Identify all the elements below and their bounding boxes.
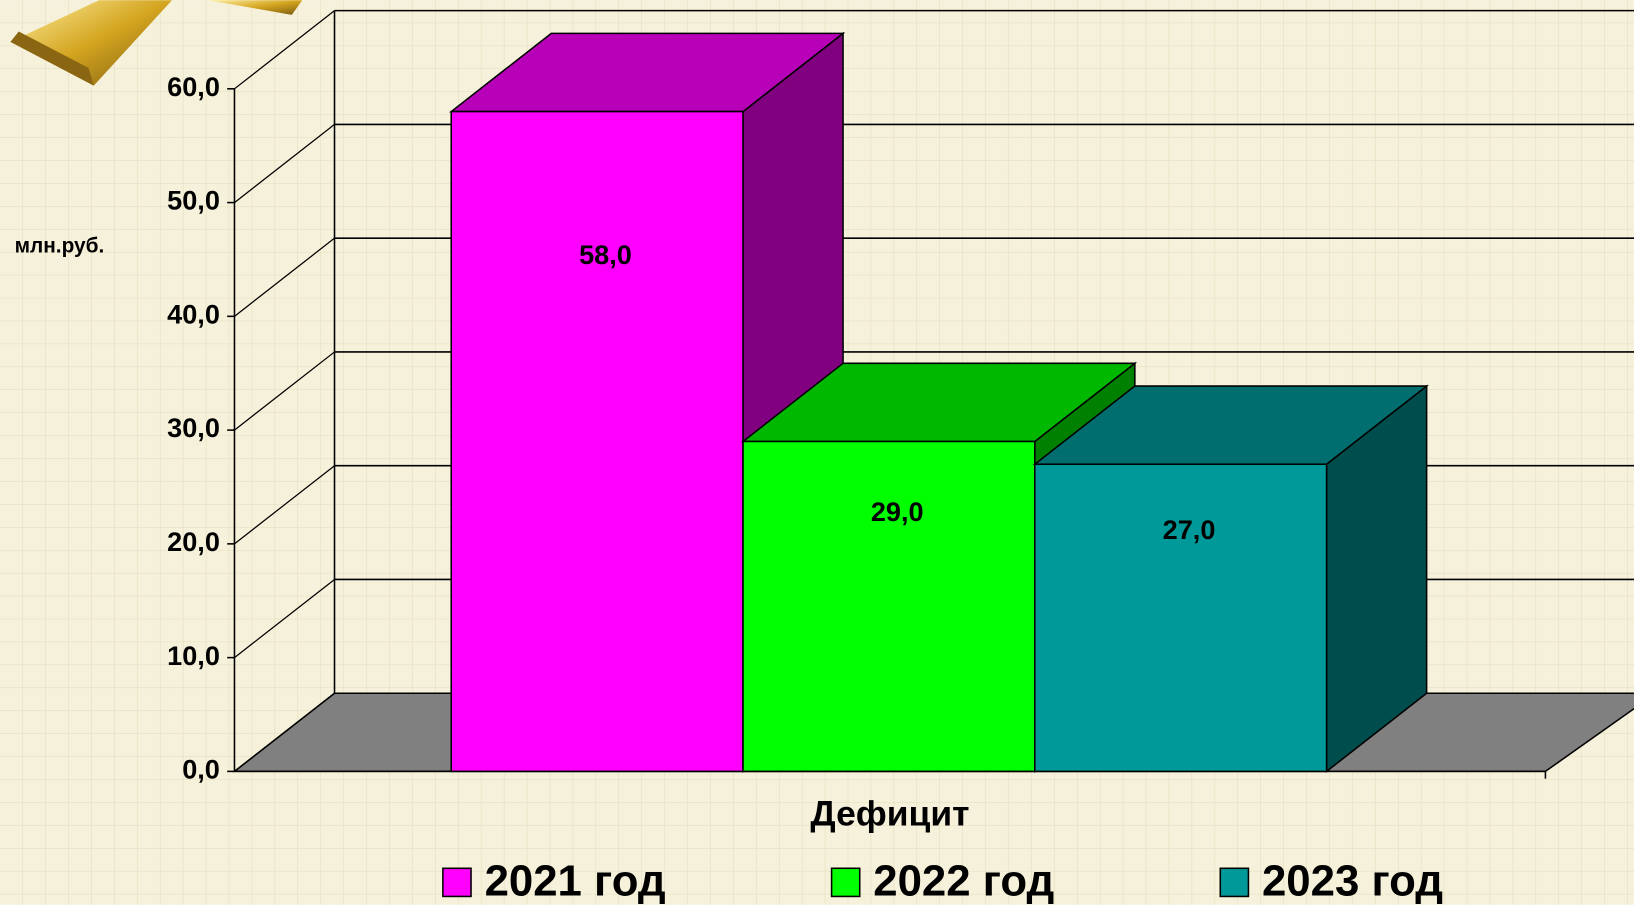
side-grid-line bbox=[234, 123, 335, 204]
side-grid-line bbox=[234, 351, 335, 431]
y-tick-label: 60,0 bbox=[167, 71, 220, 102]
y-tick-label: 0,0 bbox=[182, 754, 220, 785]
legend-swatch bbox=[442, 867, 472, 898]
side-grid-line bbox=[234, 578, 335, 659]
legend-swatch bbox=[830, 867, 861, 898]
y-axis-unit: млн.руб. bbox=[15, 235, 105, 258]
y-tick-label: 20,0 bbox=[167, 526, 220, 557]
bar bbox=[1034, 463, 1328, 773]
value-label: 27,0 bbox=[1163, 514, 1216, 545]
y-tick-label: 10,0 bbox=[167, 640, 220, 671]
legend-label: 2023 год bbox=[1262, 856, 1443, 905]
value-label: 58,0 bbox=[579, 239, 632, 270]
x-category-label: Дефицит bbox=[810, 794, 969, 834]
y-tick-label: 50,0 bbox=[167, 185, 220, 216]
value-label: 29,0 bbox=[871, 496, 924, 527]
legend-label: 2021 год bbox=[485, 856, 666, 905]
side-grid-line bbox=[234, 465, 335, 545]
legend-swatch bbox=[1219, 867, 1250, 898]
y-tick-label: 40,0 bbox=[167, 298, 220, 329]
side-grid-line bbox=[234, 237, 335, 317]
bar bbox=[450, 110, 744, 773]
side-grid-line bbox=[234, 10, 335, 90]
y-tick-label: 30,0 bbox=[167, 412, 220, 443]
gold-bars-decoration bbox=[10, 0, 303, 86]
legend-label: 2022 год bbox=[873, 856, 1054, 905]
bar bbox=[742, 440, 1036, 773]
side-grid-line bbox=[234, 692, 335, 772]
